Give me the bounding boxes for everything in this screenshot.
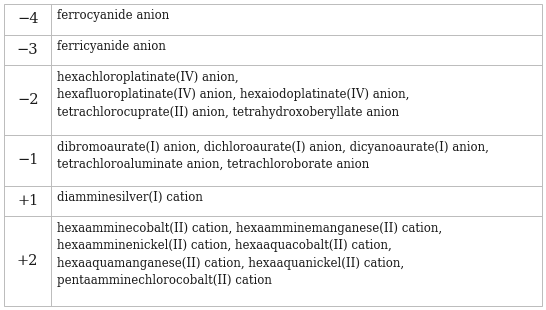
Text: −4: −4: [17, 12, 38, 26]
Text: −1: −1: [17, 153, 38, 167]
Text: ferricyanide anion: ferricyanide anion: [57, 40, 166, 53]
Text: +2: +2: [17, 254, 38, 268]
Text: hexaamminecobalt(II) cation, hexaamminemanganese(II) cation,
hexaamminenickel(II: hexaamminecobalt(II) cation, hexaamminem…: [57, 222, 442, 287]
Text: −3: −3: [17, 43, 38, 57]
Text: dibromoaurate(I) anion, dichloroaurate(I) anion, dicyanoaurate(I) anion,
tetrach: dibromoaurate(I) anion, dichloroaurate(I…: [57, 141, 489, 171]
Text: ferrocyanide anion: ferrocyanide anion: [57, 10, 170, 23]
Text: +1: +1: [17, 194, 38, 208]
Text: −2: −2: [17, 93, 38, 107]
Text: diamminesilver(I) cation: diamminesilver(I) cation: [57, 191, 203, 204]
Text: hexachloroplatinate(IV) anion,
hexafluoroplatinate(IV) anion, hexaiodoplatinate(: hexachloroplatinate(IV) anion, hexafluor…: [57, 71, 410, 119]
